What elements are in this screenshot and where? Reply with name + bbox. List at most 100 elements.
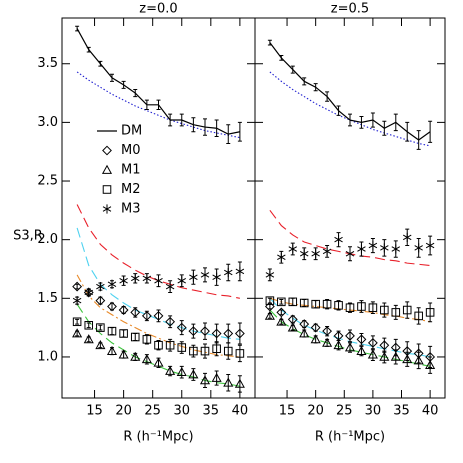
y-tick-label: 2.5 [37,174,58,189]
error-bar [214,119,219,137]
marker-square [177,343,187,352]
marker-square [265,296,275,305]
error-bar [191,117,196,133]
error-bar [428,302,433,323]
error-bar [203,322,208,340]
marker-square [334,301,343,310]
error-bar [75,318,80,325]
marker-asterisk [277,252,286,262]
error-bar [393,113,398,132]
marker-diamond [95,295,106,306]
marker-asterisk [402,232,412,242]
marker-asterisk [130,273,140,283]
marker-triangle [402,354,413,364]
marker-asterisk [391,244,401,254]
marker-triangle [287,322,298,332]
marker-square [119,329,128,338]
marker-triangle [299,328,310,338]
error-bar [237,322,242,345]
series-line [269,71,431,147]
series-line [76,204,240,299]
marker-triangle [356,345,367,355]
marker-triangle [344,342,356,352]
error-bar [325,91,330,102]
marker-diamond [153,310,164,321]
marker-diamond [72,281,83,292]
legend-label: M2 [121,182,141,197]
error-bar [370,335,375,351]
error-bar [203,343,208,359]
legend-label: DM [121,124,142,139]
error-bar [144,334,149,345]
y-tick-label: 2.0 [37,232,58,247]
error-bar [237,344,242,363]
marker-square [414,311,423,321]
series-line [76,71,240,139]
error-bar [203,118,208,136]
marker-triangle [199,375,211,385]
marker-triangle [390,351,401,361]
marker-asterisk [200,270,210,280]
error-bar [416,130,421,150]
error-bar [121,329,126,338]
error-bar [226,374,231,392]
marker-square [311,299,320,309]
marker-asterisk [119,276,128,286]
marker-triangle [118,349,129,359]
error-bar [168,113,173,127]
marker-diamond [367,337,378,348]
error-bar [348,302,352,313]
marker-diamond [211,328,222,339]
marker-square [357,302,366,311]
error-bar [416,351,421,370]
y-tick-label: 1.0 [37,349,58,364]
marker-triangle [276,316,287,326]
error-bar [416,307,421,325]
marker-square [223,346,233,356]
marker-triangle [176,366,187,377]
x-tick-label: 20 [307,404,324,419]
marker-diamond [107,301,117,312]
legend-label: M3 [121,202,141,217]
plot-frame [254,17,446,399]
marker-diamond [200,326,210,337]
legend-label: M1 [121,163,141,178]
marker-triangle [379,351,390,361]
marker-asterisk [311,249,320,259]
error-bar [226,342,231,360]
marker-square [425,308,435,317]
y-tick-label: 3.0 [37,115,58,130]
marker-asterisk [177,276,187,286]
marker-diamond [356,334,367,345]
marker-asterisk [142,273,152,283]
error-bar [98,60,103,67]
series-line [76,28,241,135]
marker-square [402,305,412,315]
error-bar [226,124,231,144]
marker-triangle [413,355,424,365]
x-tick-label: 40 [232,404,249,419]
x-axis-label: R (h⁻¹Mpc) [123,430,193,445]
marker-asterisk [368,240,378,251]
error-bar [75,25,80,32]
marker-square [102,185,112,194]
series-line [76,274,240,358]
error-bar [382,337,387,353]
marker-square [299,298,309,308]
marker-asterisk [414,243,423,253]
marker-square [212,344,221,354]
marker-diamond [322,326,333,337]
error-bar [237,121,242,142]
marker-square [345,303,355,312]
marker-diamond [234,328,245,339]
legend-label: M0 [121,143,141,158]
marker-square [130,332,140,342]
marker-asterisk [96,281,105,292]
marker-asterisk [107,279,117,289]
marker-asterisk [154,276,163,286]
x-tick-label: 25 [336,404,353,419]
error-bar [290,65,295,74]
marker-square [165,340,175,350]
marker-square [107,326,117,336]
